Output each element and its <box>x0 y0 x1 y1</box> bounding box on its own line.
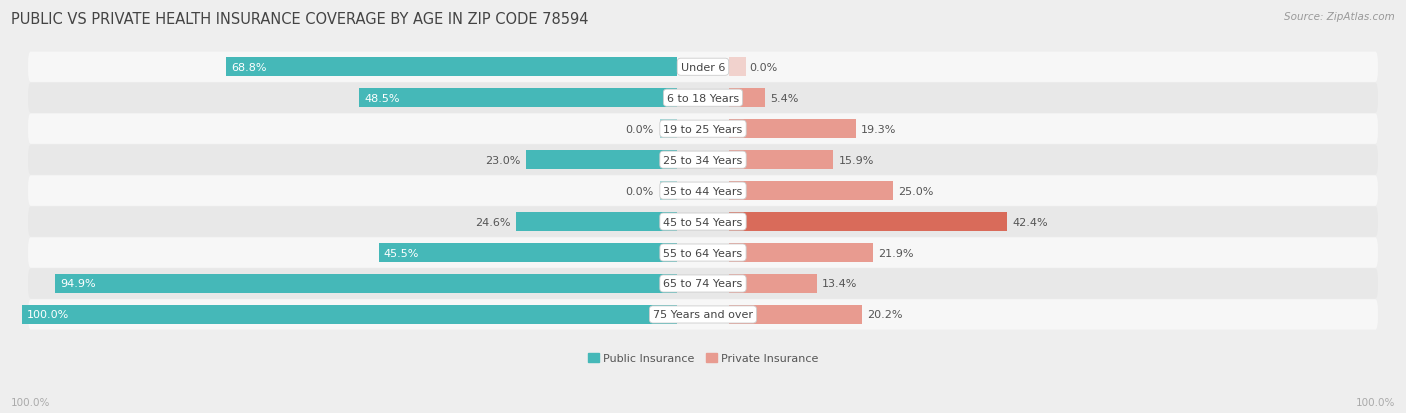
Bar <box>730 58 745 77</box>
FancyBboxPatch shape <box>28 176 1378 206</box>
Text: 6 to 18 Years: 6 to 18 Years <box>666 93 740 104</box>
Bar <box>730 275 817 293</box>
Text: 19.3%: 19.3% <box>860 124 896 134</box>
Text: 68.8%: 68.8% <box>231 63 267 73</box>
FancyBboxPatch shape <box>28 145 1378 176</box>
Text: 0.0%: 0.0% <box>626 124 654 134</box>
Bar <box>730 244 873 262</box>
Text: 45.5%: 45.5% <box>384 248 419 258</box>
Text: 75 Years and over: 75 Years and over <box>652 310 754 320</box>
FancyBboxPatch shape <box>28 238 1378 268</box>
Bar <box>730 151 834 169</box>
Legend: Public Insurance, Private Insurance: Public Insurance, Private Insurance <box>588 354 818 363</box>
FancyBboxPatch shape <box>28 269 1378 299</box>
FancyBboxPatch shape <box>28 52 1378 83</box>
Bar <box>730 89 765 108</box>
Bar <box>359 89 676 108</box>
Text: 20.2%: 20.2% <box>868 310 903 320</box>
Text: 25.0%: 25.0% <box>898 186 934 196</box>
Bar <box>730 120 856 139</box>
Text: 19 to 25 Years: 19 to 25 Years <box>664 124 742 134</box>
Bar <box>226 58 676 77</box>
Bar <box>661 182 676 200</box>
FancyBboxPatch shape <box>28 299 1378 330</box>
Bar <box>516 213 676 231</box>
Text: Under 6: Under 6 <box>681 63 725 73</box>
FancyBboxPatch shape <box>28 207 1378 237</box>
Text: 5.4%: 5.4% <box>770 93 799 104</box>
Bar <box>378 244 676 262</box>
Bar <box>661 120 676 139</box>
Bar <box>730 213 1007 231</box>
Text: 25 to 34 Years: 25 to 34 Years <box>664 155 742 165</box>
Text: 13.4%: 13.4% <box>823 279 858 289</box>
Bar <box>55 275 676 293</box>
Text: 65 to 74 Years: 65 to 74 Years <box>664 279 742 289</box>
Text: 100.0%: 100.0% <box>27 310 69 320</box>
Text: 0.0%: 0.0% <box>626 186 654 196</box>
Text: PUBLIC VS PRIVATE HEALTH INSURANCE COVERAGE BY AGE IN ZIP CODE 78594: PUBLIC VS PRIVATE HEALTH INSURANCE COVER… <box>11 12 589 27</box>
Text: 35 to 44 Years: 35 to 44 Years <box>664 186 742 196</box>
Bar <box>21 306 676 324</box>
Text: 55 to 64 Years: 55 to 64 Years <box>664 248 742 258</box>
FancyBboxPatch shape <box>28 83 1378 114</box>
Text: 15.9%: 15.9% <box>838 155 875 165</box>
Text: 100.0%: 100.0% <box>11 397 51 407</box>
Bar <box>730 306 862 324</box>
FancyBboxPatch shape <box>28 114 1378 145</box>
Bar <box>730 182 893 200</box>
Text: Source: ZipAtlas.com: Source: ZipAtlas.com <box>1284 12 1395 22</box>
Text: 21.9%: 21.9% <box>877 248 914 258</box>
Text: 0.0%: 0.0% <box>749 63 778 73</box>
Text: 42.4%: 42.4% <box>1012 217 1047 227</box>
Text: 24.6%: 24.6% <box>475 217 510 227</box>
Text: 45 to 54 Years: 45 to 54 Years <box>664 217 742 227</box>
Bar <box>526 151 676 169</box>
Text: 48.5%: 48.5% <box>364 93 399 104</box>
Text: 94.9%: 94.9% <box>60 279 96 289</box>
Text: 23.0%: 23.0% <box>485 155 520 165</box>
Text: 100.0%: 100.0% <box>1355 397 1395 407</box>
